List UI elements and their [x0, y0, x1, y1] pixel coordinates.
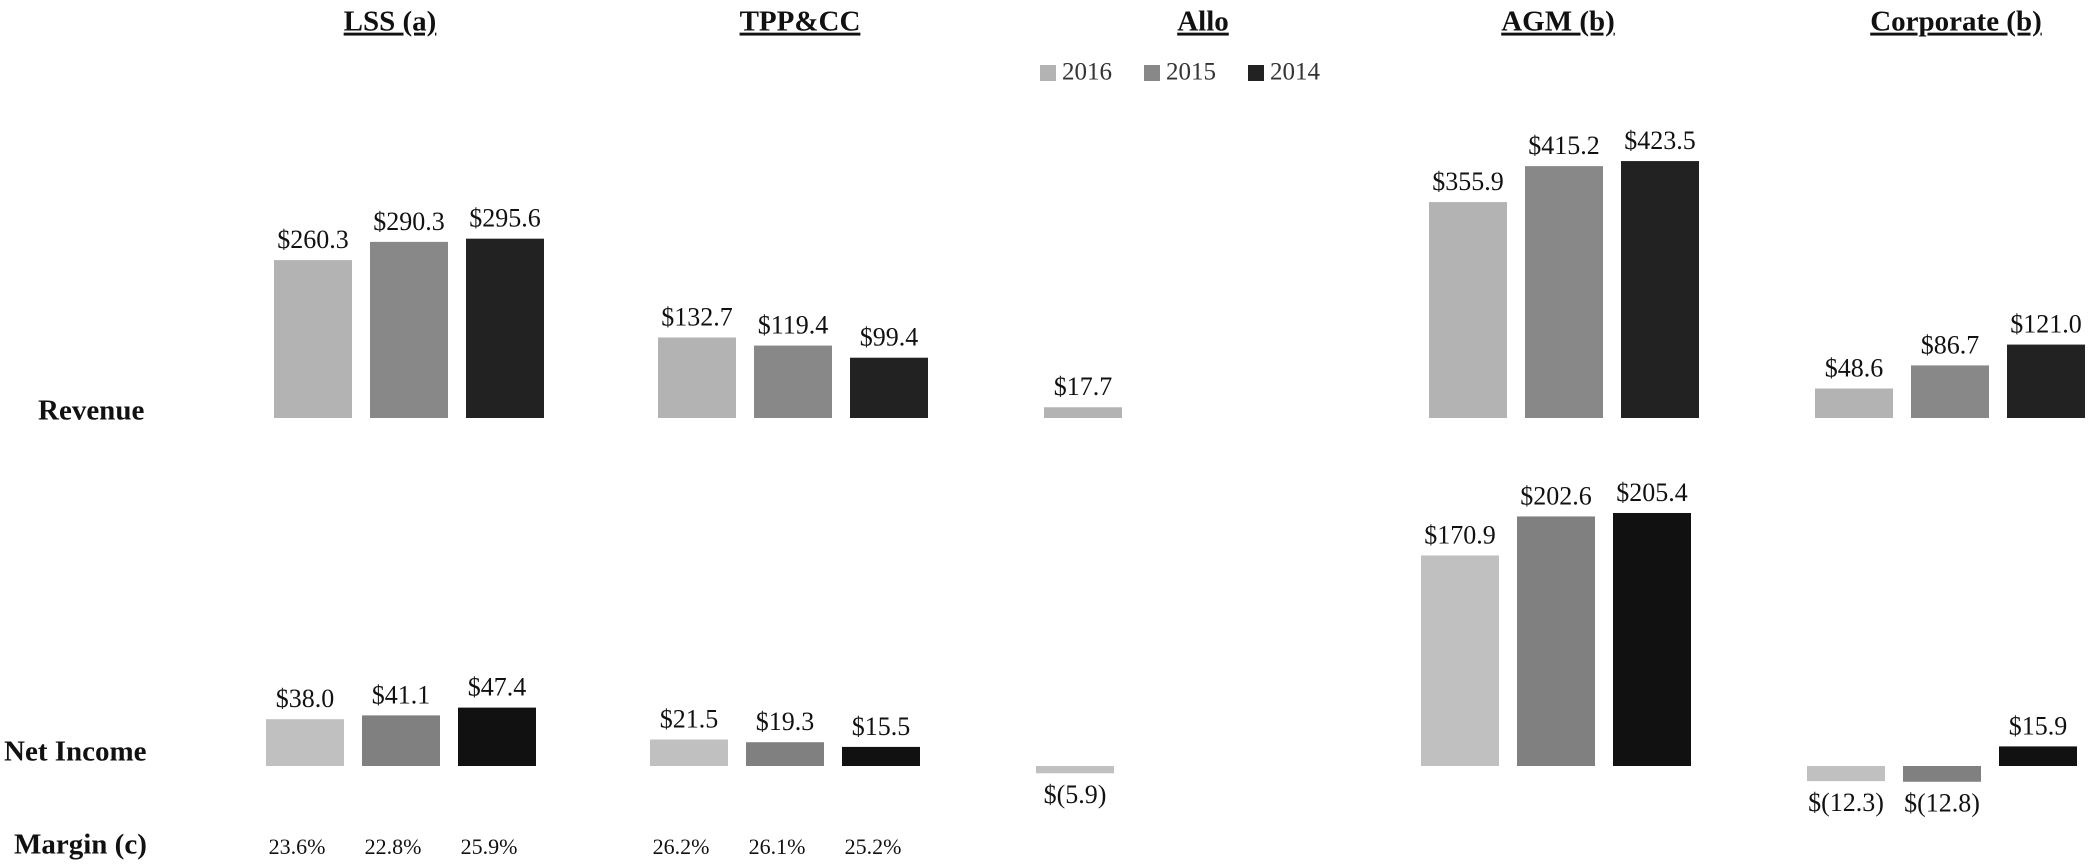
bar: [1421, 555, 1499, 766]
value-label: $121.0: [2010, 310, 2082, 339]
value-label: $355.9: [1432, 167, 1504, 196]
panel-title: TPP&CC: [740, 6, 861, 38]
legend-swatch: [1040, 65, 1056, 81]
bar: [658, 337, 736, 418]
value-label: $(12.8): [1904, 789, 1980, 818]
value-label: $202.6: [1520, 481, 1592, 510]
value-label: $41.1: [372, 680, 431, 709]
value-label: $99.4: [860, 323, 919, 352]
legend-label: 2014: [1270, 59, 1321, 86]
bar: [1621, 161, 1699, 418]
value-label: $423.5: [1624, 126, 1696, 155]
value-label: $17.7: [1054, 372, 1113, 401]
bar: [1525, 166, 1603, 418]
bar: [842, 746, 920, 766]
bar: [362, 715, 440, 766]
bar: [1429, 202, 1507, 418]
row-label: Margin (c): [14, 829, 147, 861]
bar: [1911, 365, 1989, 418]
bar: [850, 357, 928, 418]
bar: [1999, 746, 2077, 766]
panel-title: Corporate (b): [1870, 6, 2042, 38]
margin-label: 25.9%: [461, 834, 518, 859]
value-label: $119.4: [758, 311, 829, 340]
value-label: $38.0: [276, 684, 335, 713]
bar: [1815, 388, 1893, 418]
value-label: $19.3: [756, 707, 815, 736]
value-label: $21.5: [660, 704, 719, 733]
legend-swatch: [1144, 65, 1160, 81]
panel-title: AGM (b): [1501, 6, 1615, 38]
value-label: $(12.3): [1808, 788, 1884, 817]
bar: [1613, 512, 1691, 766]
bar: [1807, 766, 1885, 782]
row-label: Net Income: [4, 736, 147, 768]
value-label: $47.4: [468, 673, 527, 702]
bar: [746, 742, 824, 766]
value-label: $205.4: [1616, 478, 1688, 507]
bar: [370, 241, 448, 418]
margin-label: 25.2%: [845, 834, 902, 859]
margin-label: 26.2%: [653, 834, 710, 859]
bar: [1044, 407, 1122, 418]
legend-label: 2015: [1166, 59, 1216, 86]
value-label: $170.9: [1424, 520, 1496, 549]
value-label: $(5.9): [1044, 780, 1107, 809]
bar: [650, 739, 728, 766]
value-label: $290.3: [373, 207, 445, 236]
value-label: $15.9: [2009, 711, 2068, 740]
bar: [458, 707, 536, 766]
legend-label: 2016: [1062, 59, 1112, 86]
margin-label: 22.8%: [365, 834, 422, 859]
value-label: $295.6: [469, 204, 541, 233]
panel-title: Allo: [1177, 6, 1229, 38]
value-label: $132.7: [661, 302, 733, 331]
bar: [466, 238, 544, 418]
margin-label: 26.1%: [749, 834, 806, 859]
panel-title: LSS (a): [344, 6, 437, 38]
value-label: $48.6: [1825, 353, 1884, 382]
bar: [1903, 766, 1981, 782]
value-label: $15.5: [852, 712, 911, 741]
legend-swatch: [1248, 65, 1264, 81]
bar: [274, 260, 352, 418]
value-label: $260.3: [277, 225, 349, 254]
bar: [2007, 344, 2085, 418]
bar: [754, 345, 832, 418]
bar: [1517, 516, 1595, 766]
value-label: $86.7: [1921, 330, 1980, 359]
row-label: Revenue: [38, 395, 144, 427]
bar: [266, 719, 344, 766]
bar: [1036, 766, 1114, 774]
margin-label: 23.6%: [269, 834, 326, 859]
value-label: $415.2: [1528, 131, 1600, 160]
